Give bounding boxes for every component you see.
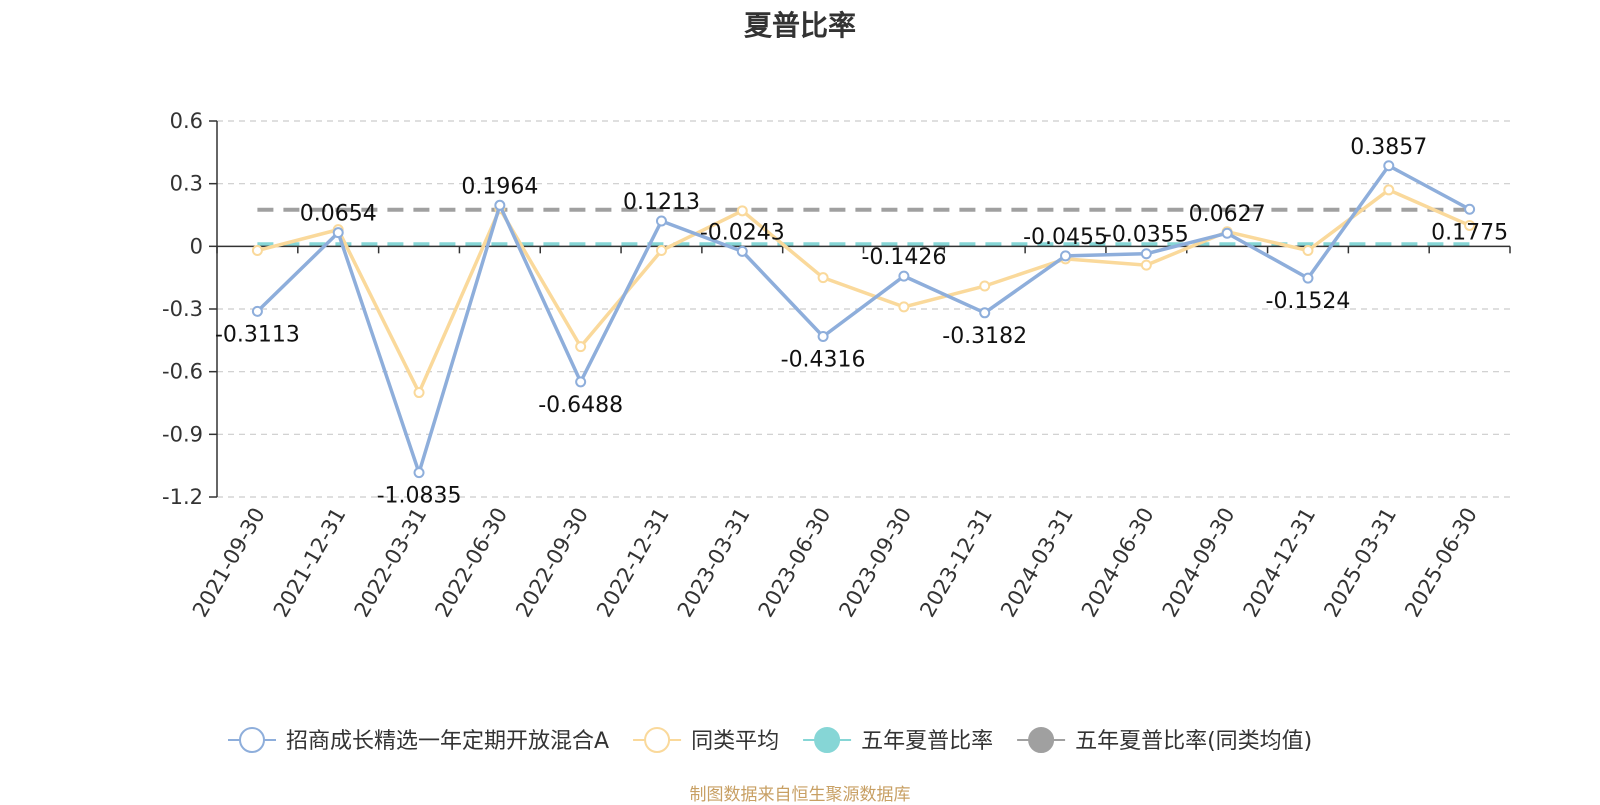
data-point (1060, 250, 1072, 262)
data-label: 0.0654 (300, 202, 377, 227)
y-tick-label: -1.2 (162, 485, 203, 509)
data-point (251, 245, 263, 257)
data-label: -0.0243 (700, 220, 785, 245)
data-point (575, 341, 587, 353)
data-point (1140, 248, 1152, 260)
reference-lines (257, 207, 1470, 247)
data-point (817, 272, 829, 284)
x-tick-label: 2025-03-31 (1319, 504, 1401, 622)
data-point (1302, 245, 1314, 257)
series-line (256, 164, 1471, 475)
data-point (898, 301, 910, 313)
legend-marker (1028, 727, 1055, 753)
x-tick-label: 2024-09-30 (1158, 504, 1240, 622)
data-point (898, 270, 910, 282)
legend-label: 五年夏普比率(同类均值) (1075, 729, 1312, 754)
data-labels: -0.31130.0654-1.08350.1964-0.64880.1213-… (215, 135, 1508, 509)
data-label: -0.3182 (942, 324, 1027, 349)
series-line (256, 188, 1471, 395)
x-tick-label: 2023-03-31 (673, 504, 755, 622)
x-tick-label: 2023-12-31 (915, 504, 997, 622)
data-point (736, 205, 748, 217)
data-point (1383, 184, 1395, 196)
data-label: 0.1964 (461, 174, 538, 199)
x-tick-label: 2023-06-30 (754, 504, 836, 622)
legend-label: 同类平均 (691, 729, 779, 754)
data-label: -0.0455 (1023, 225, 1108, 250)
x-tick-label: 2024-03-31 (996, 504, 1078, 622)
data-point (251, 305, 263, 317)
data-point (1383, 160, 1395, 172)
y-tick-label: -0.3 (162, 297, 203, 321)
series-lines (251, 160, 1476, 479)
data-label: 0.3857 (1350, 135, 1427, 160)
legend-item: 招商成长精选一年定期开放混合A (228, 727, 609, 754)
x-tick-label: 2024-06-30 (1077, 504, 1159, 622)
legend: 招商成长精选一年定期开放混合A 同类平均 五年夏普比率 五年夏普比率(同类均值) (228, 727, 1312, 754)
chart-title: 夏普比率 (743, 9, 856, 42)
source-note: 制图数据来自恒生聚源数据库 (689, 785, 911, 805)
y-tick-label: 0.3 (170, 172, 203, 196)
data-point (979, 307, 991, 319)
data-label: -0.4316 (781, 347, 866, 372)
data-label: -0.6488 (538, 393, 623, 418)
x-tick-label: 2021-12-31 (269, 504, 351, 622)
data-label: 0.0627 (1189, 202, 1266, 227)
legend-label: 五年夏普比率 (861, 729, 993, 754)
x-tick-label: 2025-06-30 (1400, 504, 1482, 622)
data-point (1140, 259, 1152, 271)
legend-marker (814, 727, 841, 753)
legend-item: 五年夏普比率(同类均值) (1017, 727, 1312, 754)
data-label: -1.0835 (377, 484, 462, 509)
y-tick-label: -0.9 (162, 422, 203, 446)
data-point (332, 227, 344, 239)
data-point (655, 215, 667, 227)
x-tick-label: 2022-03-31 (350, 504, 432, 622)
x-tick-label: 2024-12-31 (1238, 504, 1320, 622)
data-label: -0.3113 (215, 322, 300, 347)
data-point (575, 376, 587, 388)
x-tick-label: 2022-09-30 (511, 504, 593, 622)
legend-item: 同类平均 (633, 727, 779, 754)
data-point (655, 245, 667, 257)
data-point (1221, 227, 1233, 239)
data-point (494, 199, 506, 211)
data-point (979, 280, 991, 292)
y-tick-label: -0.6 (162, 360, 203, 384)
data-label: -0.1524 (1266, 289, 1351, 314)
legend-marker (644, 727, 671, 753)
x-tick-label: 2022-06-30 (430, 504, 512, 622)
data-point (1464, 203, 1476, 215)
x-tick-label: 2023-09-30 (834, 504, 916, 622)
legend-label: 招商成长精选一年定期开放混合A (286, 729, 609, 754)
data-label: -0.1426 (861, 245, 946, 270)
data-point (413, 387, 425, 399)
data-label: -0.0355 (1104, 223, 1189, 248)
legend-item: 五年夏普比率 (803, 727, 993, 754)
x-tick-label: 2021-09-30 (188, 504, 270, 622)
data-point (1464, 219, 1476, 231)
data-point (736, 245, 748, 257)
data-point (413, 467, 425, 479)
data-point (1302, 272, 1314, 284)
x-tick-label: 2022-12-31 (592, 504, 674, 622)
y-tick-label: 0 (190, 234, 203, 258)
y-tick-label: 0.6 (170, 109, 203, 133)
data-point (817, 330, 829, 342)
legend-marker (239, 727, 265, 753)
data-label: 0.1775 (1431, 220, 1508, 245)
data-label: 0.1213 (623, 190, 700, 215)
